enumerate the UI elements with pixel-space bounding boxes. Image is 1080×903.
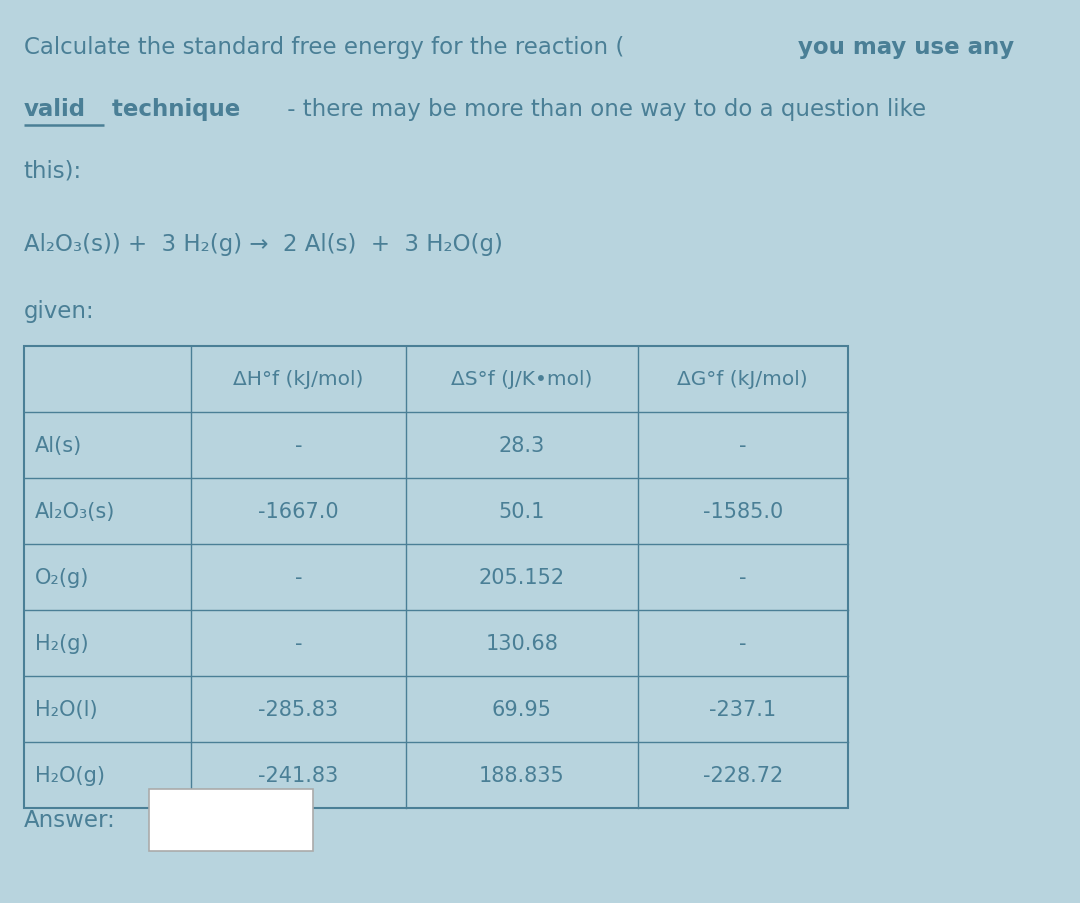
Text: technique: technique [104, 98, 240, 120]
Text: -: - [739, 633, 746, 653]
Text: ΔG°f (kJ/mol): ΔG°f (kJ/mol) [677, 369, 808, 388]
Text: -: - [295, 567, 302, 587]
Text: -: - [295, 435, 302, 455]
Text: 50.1: 50.1 [499, 501, 545, 521]
Text: 69.95: 69.95 [492, 699, 552, 719]
Text: Al(s): Al(s) [35, 435, 82, 455]
Bar [24, 346, 848, 807]
Text: -285.83: -285.83 [258, 699, 338, 719]
Text: - there may be more than one way to do a question like: - there may be more than one way to do a… [280, 98, 926, 120]
Text: H₂O(g): H₂O(g) [35, 765, 105, 785]
Text: 188.835: 188.835 [480, 765, 565, 785]
Text: Answer:: Answer: [24, 808, 116, 832]
Text: -: - [739, 567, 746, 587]
Bar [149, 789, 313, 851]
Text: 205.152: 205.152 [478, 567, 565, 587]
Text: O₂(g): O₂(g) [35, 567, 89, 587]
Text: -1585.0: -1585.0 [703, 501, 783, 521]
Text: -: - [739, 435, 746, 455]
Text: this):: this): [24, 159, 82, 182]
Text: Calculate the standard free energy for the reaction (: Calculate the standard free energy for t… [24, 36, 624, 59]
Text: valid: valid [24, 98, 85, 120]
Text: Al₂O₃(s): Al₂O₃(s) [35, 501, 114, 521]
Text: -1667.0: -1667.0 [258, 501, 339, 521]
Text: 28.3: 28.3 [499, 435, 545, 455]
Text: -241.83: -241.83 [258, 765, 338, 785]
Text: -228.72: -228.72 [703, 765, 783, 785]
Text: H₂O(l): H₂O(l) [35, 699, 97, 719]
Text: H₂(g): H₂(g) [35, 633, 89, 653]
Text: -: - [295, 633, 302, 653]
Text: 130.68: 130.68 [486, 633, 558, 653]
Text: given:: given: [24, 300, 94, 323]
Text: Al₂O₃(s)) +  3 H₂(g) →  2 Al(s)  +  3 H₂O(g): Al₂O₃(s)) + 3 H₂(g) → 2 Al(s) + 3 H₂O(g) [24, 233, 502, 256]
Text: -237.1: -237.1 [710, 699, 777, 719]
Text: ΔH°f (kJ/mol): ΔH°f (kJ/mol) [233, 369, 364, 388]
Text: you may use any: you may use any [798, 36, 1014, 59]
Text: ΔS°f (J/K•mol): ΔS°f (J/K•mol) [451, 369, 593, 388]
